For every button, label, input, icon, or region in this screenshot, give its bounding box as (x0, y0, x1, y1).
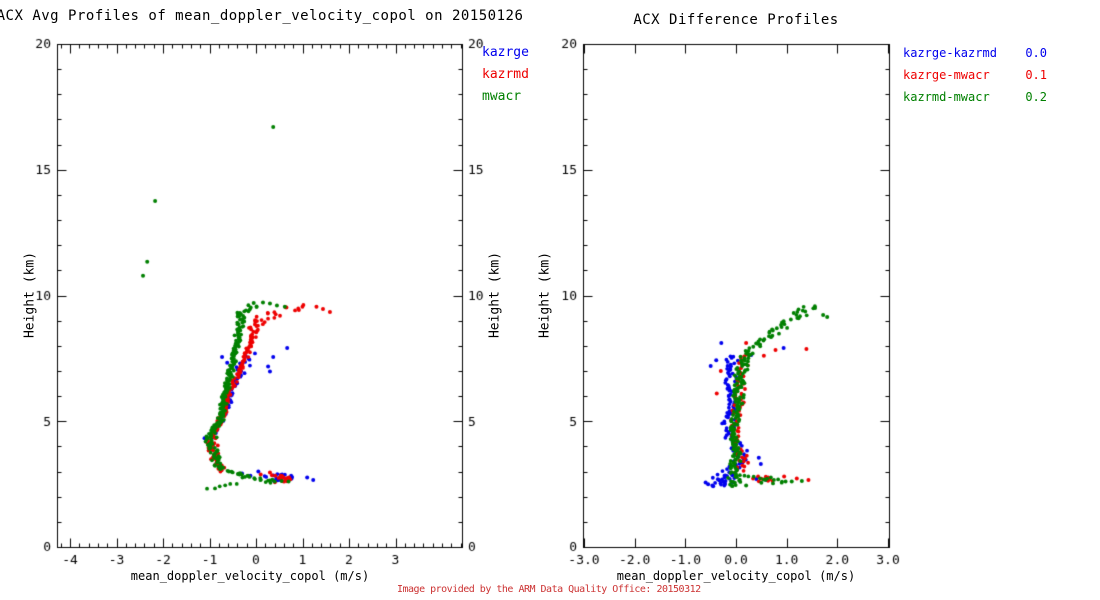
provider-caption: Image provided by the ARM Data Quality O… (397, 584, 701, 595)
legend-item-kazrmd-mwacr: kazrmd-mwacr 0.2 (903, 86, 1047, 108)
left-plot-y-axis-label: Height (km) (22, 251, 38, 339)
legend-label: kazrge (482, 45, 529, 60)
legend-item-kazrge-kazrmd: kazrge-kazrmd 0.0 (903, 42, 1047, 64)
left-plot-y-axis-label-right: Height (km) (487, 251, 503, 339)
legend-item-kazrge-mwacr: kazrge-mwacr 0.1 (903, 64, 1047, 86)
legend-label: mwacr (482, 89, 522, 104)
left-plot-legend: kazrge kazrmd mwacr (482, 42, 529, 108)
legend-value: 0.1 (1025, 68, 1047, 82)
left-plot-title: ACX Avg Profiles of mean_doppler_velocit… (0, 8, 524, 24)
right-plot-title: ACX Difference Profiles (633, 12, 839, 28)
right-plot-y-axis-label: Height (km) (537, 251, 553, 339)
legend-label: kazrge-mwacr (903, 68, 990, 82)
right-plot-x-axis-label: mean_doppler_velocity_copol (m/s) (616, 569, 856, 583)
legend-value: 0.0 (1025, 46, 1047, 60)
right-plot-legend: kazrge-kazrmd 0.0 kazrge-mwacr 0.1 kazrm… (903, 42, 1047, 108)
legend-item-mwacr: mwacr (482, 86, 529, 108)
left-plot-x-axis-label: mean_doppler_velocity_copol (m/s) (130, 569, 370, 583)
legend-label: kazrmd-mwacr (903, 90, 990, 104)
legend-label: kazrmd (482, 67, 529, 82)
legend-item-kazrge: kazrge (482, 42, 529, 64)
legend-item-kazrmd: kazrmd (482, 64, 529, 86)
legend-label: kazrge-kazrmd (903, 46, 997, 60)
legend-value: 0.2 (1025, 90, 1047, 104)
